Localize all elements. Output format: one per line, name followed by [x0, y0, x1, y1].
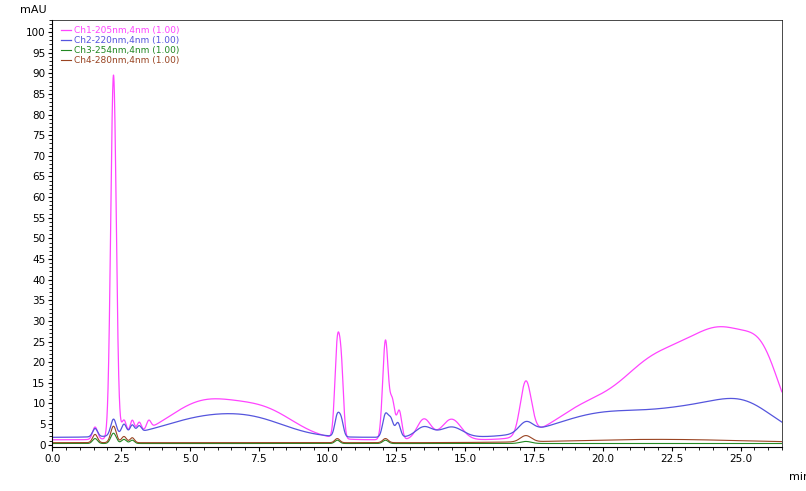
Ch4-280nm,4nm (1.00): [511, 438, 521, 444]
Line: Ch3-254nm,4nm (1.00): Ch3-254nm,4nm (1.00): [52, 433, 782, 443]
Ch1-205nm,4nm (1.00): [48, 437, 57, 443]
Ch2-220nm,4nm (1.00): [588, 410, 598, 416]
Line: Ch4-280nm,4nm (1.00): Ch4-280nm,4nm (1.00): [52, 426, 782, 443]
Ch3-254nm,4nm (1.00): [84, 440, 93, 446]
Ch2-220nm,4nm (1.00): [777, 419, 787, 425]
Line: Ch2-220nm,4nm (1.00): Ch2-220nm,4nm (1.00): [52, 398, 782, 437]
Text: min: min: [789, 472, 806, 483]
Ch3-254nm,4nm (1.00): [480, 440, 489, 446]
Ch1-205nm,4nm (1.00): [480, 436, 489, 442]
Ch2-220nm,4nm (1.00): [84, 434, 93, 439]
Ch2-220nm,4nm (1.00): [48, 435, 57, 440]
Ch2-220nm,4nm (1.00): [726, 395, 736, 401]
Ch1-205nm,4nm (1.00): [109, 72, 118, 78]
Ch1-205nm,4nm (1.00): [588, 395, 598, 401]
Ch1-205nm,4nm (1.00): [627, 368, 637, 374]
Ch3-254nm,4nm (1.00): [588, 440, 598, 446]
Ch1-205nm,4nm (1.00): [312, 430, 322, 436]
Line: Ch1-205nm,4nm (1.00): Ch1-205nm,4nm (1.00): [52, 75, 782, 440]
Ch4-280nm,4nm (1.00): [777, 438, 787, 444]
Ch3-254nm,4nm (1.00): [777, 440, 787, 446]
Legend: Ch1-205nm,4nm (1.00), Ch2-220nm,4nm (1.00), Ch3-254nm,4nm (1.00), Ch4-280nm,4nm : Ch1-205nm,4nm (1.00), Ch2-220nm,4nm (1.0…: [57, 23, 183, 69]
Ch1-205nm,4nm (1.00): [777, 389, 787, 395]
Text: mAU: mAU: [19, 5, 46, 15]
Ch3-254nm,4nm (1.00): [109, 430, 118, 436]
Ch3-254nm,4nm (1.00): [511, 440, 521, 446]
Ch4-280nm,4nm (1.00): [84, 439, 93, 445]
Ch4-280nm,4nm (1.00): [627, 436, 637, 442]
Ch4-280nm,4nm (1.00): [109, 423, 118, 429]
Ch2-220nm,4nm (1.00): [312, 431, 322, 437]
Ch4-280nm,4nm (1.00): [480, 439, 489, 445]
Ch1-205nm,4nm (1.00): [84, 436, 93, 442]
Ch2-220nm,4nm (1.00): [511, 427, 521, 433]
Ch3-254nm,4nm (1.00): [312, 440, 322, 446]
Ch1-205nm,4nm (1.00): [511, 423, 521, 429]
Ch4-280nm,4nm (1.00): [48, 440, 57, 446]
Ch2-220nm,4nm (1.00): [627, 407, 637, 413]
Ch4-280nm,4nm (1.00): [588, 437, 598, 443]
Ch2-220nm,4nm (1.00): [479, 434, 488, 439]
Ch4-280nm,4nm (1.00): [312, 440, 322, 446]
Ch3-254nm,4nm (1.00): [48, 440, 57, 446]
Ch3-254nm,4nm (1.00): [627, 440, 637, 446]
